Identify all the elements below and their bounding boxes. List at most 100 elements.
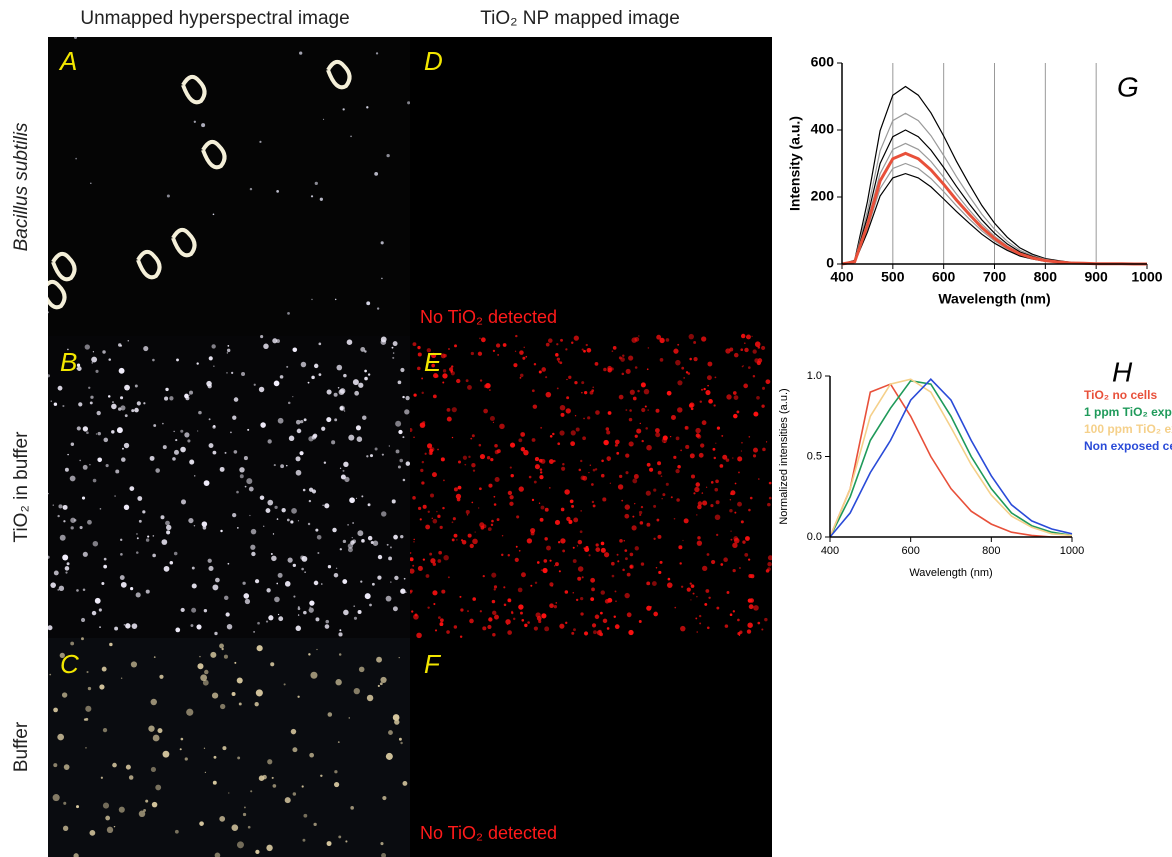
spot [347, 547, 353, 553]
spot [70, 641, 75, 646]
spot [565, 408, 571, 414]
spot [315, 528, 319, 532]
spot [334, 418, 338, 422]
spot [49, 673, 52, 676]
spot [551, 585, 553, 587]
spot [376, 307, 380, 310]
spot [345, 840, 348, 843]
spot [203, 608, 208, 613]
spot [364, 369, 367, 373]
spot [123, 624, 126, 626]
spot [134, 407, 139, 413]
spot [634, 502, 636, 505]
spot [432, 562, 437, 566]
spot [515, 334, 518, 338]
spot [155, 784, 162, 791]
spot [432, 394, 437, 399]
spot [556, 357, 561, 361]
spot [752, 374, 756, 378]
spot [754, 341, 761, 348]
x-tick-label: 400 [821, 545, 839, 557]
spot [459, 635, 463, 638]
spot [131, 409, 135, 413]
spot [358, 666, 365, 673]
spot [523, 449, 529, 456]
spot [467, 610, 469, 613]
spot [335, 567, 338, 569]
spot [573, 628, 576, 632]
spot [594, 614, 600, 620]
spot [59, 652, 65, 659]
spot [432, 590, 438, 596]
spot [429, 447, 435, 452]
spot [212, 213, 215, 216]
spot [295, 419, 301, 425]
spot [491, 519, 494, 523]
spot [480, 525, 485, 530]
spot [369, 454, 374, 458]
spot [646, 368, 649, 371]
spot [162, 750, 170, 758]
spot [163, 565, 170, 572]
spot [295, 625, 302, 632]
spot [426, 443, 433, 449]
spot [584, 391, 588, 395]
spot [702, 500, 708, 506]
spot [258, 386, 265, 393]
spot [220, 703, 226, 710]
spot [638, 510, 643, 515]
spot [489, 389, 491, 391]
spot [767, 561, 772, 567]
spot [675, 359, 681, 366]
spot [539, 468, 543, 471]
spot [109, 642, 113, 647]
spot [680, 449, 682, 452]
x-tick-label: 800 [1034, 269, 1058, 285]
spot [111, 403, 117, 410]
spot [300, 555, 305, 560]
spot [534, 457, 540, 462]
spot [184, 393, 189, 399]
spot [750, 574, 755, 579]
row-label: Bacillus subtilis [11, 122, 32, 251]
spot [467, 533, 472, 538]
spot [625, 368, 631, 374]
spot [366, 106, 369, 109]
spot [634, 366, 638, 369]
spot [277, 417, 284, 424]
spot [696, 434, 702, 439]
x-tick-label: 1000 [1131, 269, 1162, 285]
spot [493, 588, 496, 591]
spot [540, 426, 543, 429]
spot [653, 537, 656, 540]
spot [483, 384, 488, 389]
spot [736, 410, 740, 414]
spot [421, 460, 425, 464]
spot [544, 507, 549, 512]
spot [720, 563, 724, 566]
spot [357, 609, 362, 614]
spot [219, 643, 224, 649]
spot [434, 629, 438, 632]
spot [678, 545, 683, 550]
spot [619, 474, 623, 479]
row-label: Buffer [11, 721, 32, 772]
spot [492, 633, 496, 637]
spot [614, 590, 617, 593]
spot [470, 437, 473, 440]
spot [621, 499, 624, 502]
spot [265, 508, 271, 513]
x-tick-label: 600 [932, 269, 956, 285]
spot [48, 374, 51, 378]
spot [541, 367, 547, 372]
spot [701, 420, 707, 426]
spot [556, 343, 559, 346]
spot [751, 335, 753, 338]
spot [451, 521, 454, 524]
spot [92, 540, 99, 547]
spot [447, 347, 451, 351]
spot [129, 486, 135, 491]
spot [618, 394, 624, 400]
spot [488, 617, 493, 622]
spot [80, 617, 86, 623]
